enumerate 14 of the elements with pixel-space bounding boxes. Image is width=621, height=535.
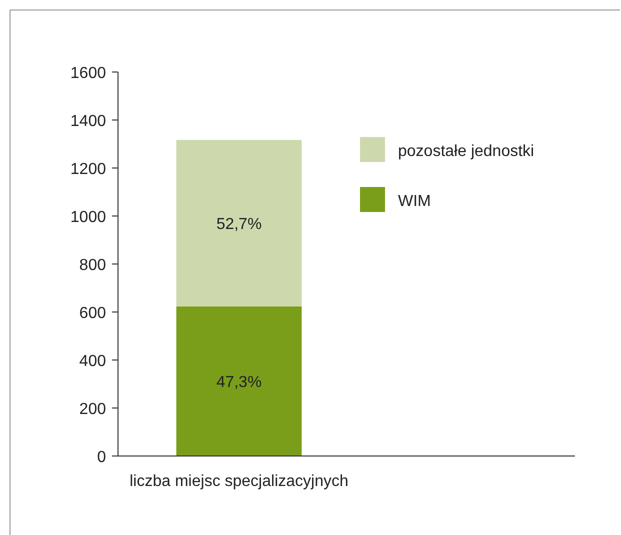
y-tick-label: 600	[79, 305, 106, 322]
y-tick-label: 1200	[70, 161, 106, 178]
legend-label: WIM	[398, 193, 431, 210]
x-tick-label: liczba miejsc specjalizacyjnych	[130, 473, 348, 490]
legend-label: pozostałe jednostki	[398, 143, 534, 160]
y-tick-label: 1000	[70, 209, 106, 226]
y-tick-label: 400	[79, 353, 106, 370]
annotation: 47,3%	[216, 374, 262, 392]
y-tick-label: 800	[79, 257, 106, 274]
annotation: 52,7%	[216, 216, 262, 234]
y-tick-label: 200	[79, 401, 106, 418]
y-tick-label: 1600	[70, 65, 106, 82]
y-tick-label: 1400	[70, 113, 106, 130]
y-tick-label: 0	[97, 449, 106, 466]
